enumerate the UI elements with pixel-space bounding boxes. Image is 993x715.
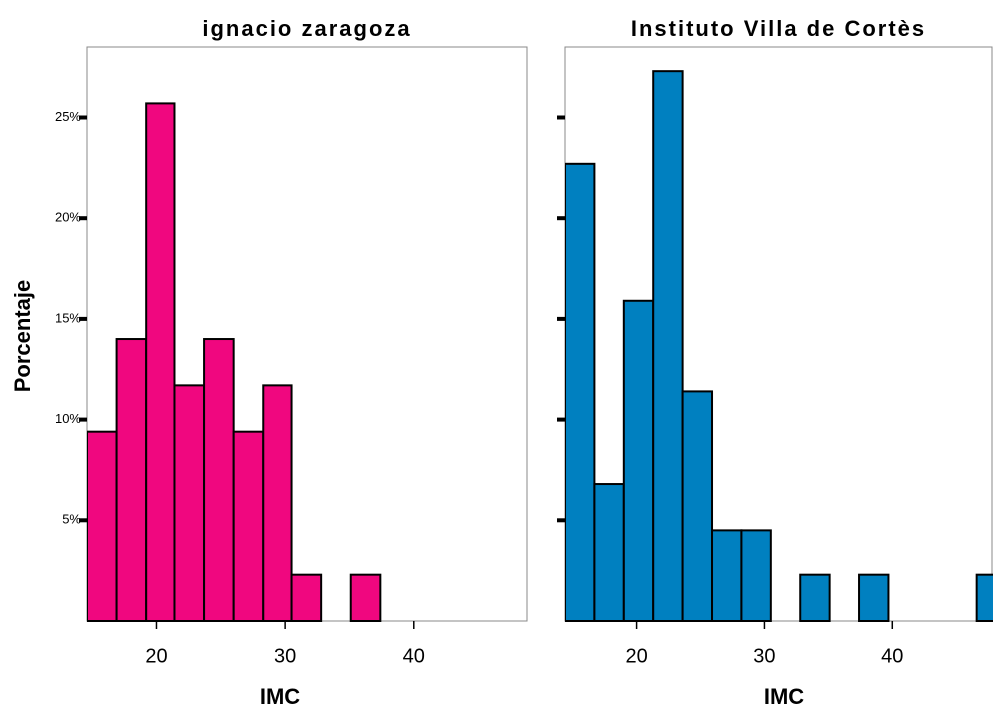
bar [975,573,993,622]
x-tick-label: 30 [274,645,296,667]
bar [858,573,890,622]
bar [290,573,323,622]
y-tick-label: 5% [62,512,81,527]
x-tick-label: 30 [753,645,775,667]
chart-title: ignacio zaragoza [202,16,411,41]
bar [115,338,148,622]
bar [711,529,743,622]
bar [173,384,206,622]
x-tick-label: 40 [881,645,903,667]
chart-title: Instituto Villa de Cortès [631,16,926,41]
bar [652,70,684,622]
y-axis-label: Porcentaje [10,280,35,393]
bar [740,529,772,622]
y-tick-label: 20% [55,210,81,225]
x-tick-label: 20 [625,645,647,667]
bar [203,338,235,622]
bar [593,483,625,622]
y-tick-label: 25% [55,109,81,124]
bars [565,70,993,622]
y-tick-label: 10% [55,411,81,426]
bar [145,102,176,622]
bar [622,299,655,622]
bar [232,430,265,622]
x-axis-label: IMC [764,684,804,709]
bar [681,390,714,622]
x-tick-label: 20 [145,645,167,667]
bar [349,573,382,622]
x-tick-label: 40 [403,645,425,667]
x-axis-label: IMC [260,684,300,709]
bar [799,573,831,622]
bars [87,102,382,622]
bar [262,384,293,622]
y-tick-label: 15% [55,310,81,325]
bar [565,162,596,622]
bar [87,430,118,622]
